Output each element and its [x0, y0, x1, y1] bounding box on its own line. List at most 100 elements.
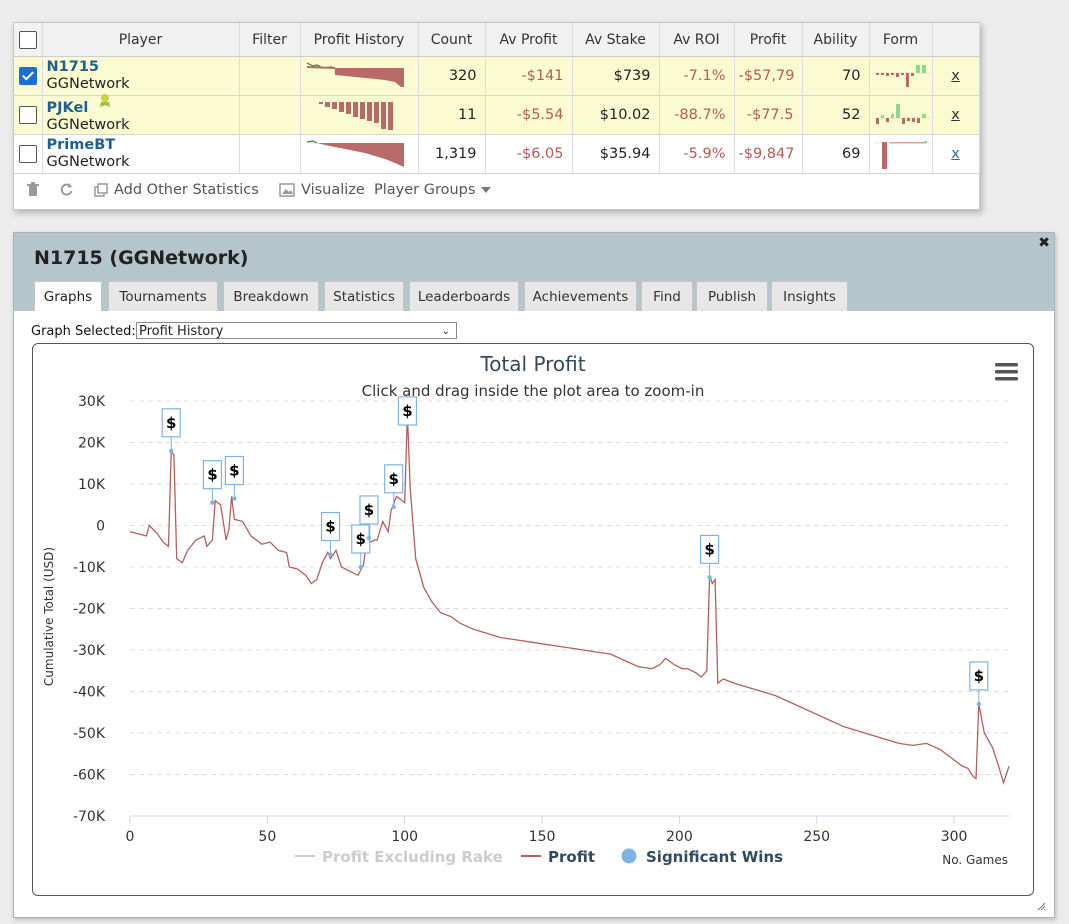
profit-cell: -$9,847: [734, 134, 803, 174]
tab-publish[interactable]: Publish: [696, 281, 768, 311]
significant-win-point: [358, 564, 363, 570]
tab-insights[interactable]: Insights: [771, 281, 848, 311]
tab-tournaments[interactable]: Tournaments: [108, 281, 218, 311]
remove-player-link[interactable]: x: [951, 107, 960, 123]
graph-select-value: Profit History: [139, 324, 224, 339]
visualize-label: Visualize: [301, 182, 365, 198]
win-flag: [969, 661, 989, 691]
tab-find[interactable]: Find: [641, 281, 693, 311]
filter-cell[interactable]: [239, 56, 301, 96]
x-tick-label: 300: [941, 829, 968, 845]
tab-breakdown[interactable]: Breakdown: [223, 281, 319, 311]
win-flag: [202, 460, 223, 490]
table-row[interactable]: N1715 GGNetwork 320 -$141 $739 -7.1% -$57…: [14, 56, 980, 96]
refresh-icon[interactable]: [59, 182, 74, 197]
y-tick-label: 20K: [78, 436, 106, 452]
x-tick-label: 250: [803, 829, 830, 845]
legend-item-wins: Significant Wins: [646, 848, 783, 866]
table-row[interactable]: PrimeBT GGNetwork 1,319 -$6.05 $35.94 -5.…: [14, 134, 980, 174]
significant-win-point: [707, 575, 712, 580]
y-tick-label: -50K: [73, 726, 106, 742]
x-tick-label: 50: [258, 829, 276, 845]
legend-symbol-wins: [621, 848, 637, 864]
profit-chart-svg[interactable]: Total Profit Click and drag inside the pl…: [33, 344, 1033, 895]
win-flag-label: $: [166, 414, 176, 432]
significant-win-point: [210, 500, 215, 505]
profit-cell: -$57,79: [734, 56, 803, 96]
tab-leaderboards[interactable]: Leaderboards: [409, 281, 519, 311]
av-roi-cell: -7.1%: [659, 56, 735, 96]
ability-cell: 52: [802, 95, 870, 135]
col-header-filter[interactable]: Filter: [239, 23, 301, 57]
chevron-down-icon: ⌄: [441, 326, 450, 337]
graph-select-dropdown[interactable]: Profit History ⌄: [136, 322, 457, 339]
add-other-statistics-label: Add Other Statistics: [114, 182, 259, 198]
close-icon[interactable]: ✖: [1038, 235, 1050, 251]
win-flag: [384, 464, 404, 494]
table-row[interactable]: PJKel GGNetwork 11 -$5.54 $10.02 -88.7%: [14, 94, 980, 135]
col-header-av-roi[interactable]: Av ROI: [659, 23, 735, 57]
col-header-av-stake[interactable]: Av Stake: [572, 23, 660, 57]
player-network: GGNetwork: [46, 154, 130, 170]
x-tick-label: 100: [391, 829, 418, 845]
x-tick-label: 200: [666, 829, 693, 845]
resize-handle-icon[interactable]: [1036, 901, 1046, 911]
col-header-player[interactable]: Player: [42, 23, 240, 57]
col-header-profit-history[interactable]: Profit History: [300, 23, 419, 57]
profit-chart[interactable]: Total Profit Click and drag inside the pl…: [32, 343, 1034, 896]
win-flag: [161, 408, 181, 438]
y-tick-label: 30K: [78, 394, 106, 410]
row-checkbox[interactable]: [18, 106, 37, 124]
significant-win-point: [232, 496, 237, 501]
player-groups-label: Player Groups: [374, 182, 476, 198]
player-name-link[interactable]: PJKel: [46, 100, 89, 116]
tab-graphs[interactable]: Graphs: [34, 281, 102, 312]
players-table-panel: Player Filter Profit History Count Av Pr…: [13, 22, 980, 210]
av-stake-cell: $35.94: [572, 134, 660, 174]
win-flag: [699, 534, 720, 564]
col-header-ability[interactable]: Ability: [802, 23, 870, 57]
significant-win-point: [169, 448, 174, 453]
trash-icon[interactable]: [26, 182, 40, 197]
x-axis-label: No. Games: [942, 853, 1008, 867]
row-checkbox[interactable]: [18, 145, 37, 163]
significant-win-point: [366, 535, 372, 541]
col-header-av-profit[interactable]: Av Profit: [485, 23, 573, 57]
filter-cell[interactable]: [239, 134, 301, 174]
x-tick-label: 150: [529, 829, 556, 845]
win-flag-label: $: [229, 462, 239, 480]
remove-player-link[interactable]: x: [951, 146, 960, 162]
visualize-button[interactable]: Visualize: [279, 182, 365, 198]
y-tick-label: 0: [96, 519, 105, 535]
player-name-link[interactable]: PrimeBT: [46, 137, 116, 153]
remove-player-link[interactable]: x: [951, 68, 960, 84]
select-all-checkbox[interactable]: [18, 30, 37, 49]
col-header-form[interactable]: Form: [869, 23, 933, 57]
add-other-statistics-button[interactable]: Add Other Statistics: [94, 182, 259, 198]
filter-cell[interactable]: [239, 95, 301, 135]
col-header-remove: [932, 23, 980, 57]
caret-down-icon: [481, 187, 492, 193]
player-name-link[interactable]: N1715: [46, 59, 100, 75]
win-flag: [320, 511, 341, 542]
av-roi-cell: -88.7%: [659, 95, 735, 135]
col-header-count[interactable]: Count: [418, 23, 486, 57]
significant-win-point: [328, 552, 333, 557]
count-cell: 320: [418, 56, 486, 96]
av-stake-cell: $10.02: [572, 95, 660, 135]
win-flag: [224, 455, 244, 486]
y-tick-label: -40K: [73, 685, 106, 701]
significant-win-point: [976, 701, 981, 707]
select-all-header[interactable]: [14, 23, 43, 57]
tab-achievements[interactable]: Achievements: [524, 281, 637, 311]
y-tick-label: -20K: [73, 602, 106, 618]
col-header-profit[interactable]: Profit: [734, 23, 803, 57]
win-flag-label: $: [364, 501, 374, 519]
y-tick-label: -30K: [73, 643, 106, 659]
av-stake-cell: $739: [572, 56, 660, 96]
chart-menu-icon[interactable]: [995, 363, 1018, 381]
tab-statistics[interactable]: Statistics: [324, 281, 404, 311]
player-groups-dropdown[interactable]: Player Groups: [374, 182, 492, 198]
row-checkbox[interactable]: [18, 67, 37, 85]
win-flag-label: $: [207, 466, 217, 484]
